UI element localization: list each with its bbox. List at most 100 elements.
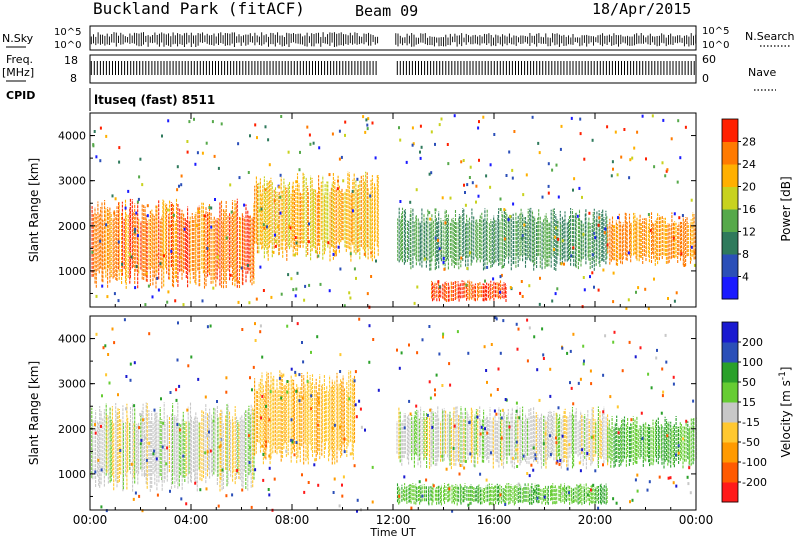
velocity-colorbar-label: 15 <box>742 396 756 409</box>
power-dot <box>363 252 366 256</box>
power-dot <box>366 292 369 296</box>
velocity-dot <box>602 373 605 377</box>
velocity-dot <box>145 458 148 462</box>
velocity-dot <box>209 324 212 328</box>
velocity-dot <box>360 425 363 429</box>
velocity-dot <box>592 483 595 487</box>
power-dot <box>588 211 591 215</box>
velocity-dot <box>480 425 483 429</box>
power-dot <box>273 199 276 203</box>
velocity-dot <box>342 475 345 479</box>
velocity-dot <box>438 352 441 356</box>
velocity-dot <box>688 464 691 468</box>
velocity-dot <box>586 493 589 497</box>
velocity-dot <box>217 504 220 508</box>
velocity-dot <box>134 491 137 495</box>
power-dot <box>129 252 131 256</box>
velocity-dot <box>515 401 518 405</box>
cpid-label: CPID <box>6 89 35 102</box>
nsearch-tick-bottom: 10^0 <box>702 40 729 51</box>
power-dot <box>328 173 331 177</box>
velocity-dot <box>212 419 215 423</box>
power-dot <box>210 225 213 229</box>
velocity-dot <box>225 390 228 394</box>
velocity-dot <box>568 491 570 495</box>
velocity-dot <box>490 393 492 397</box>
power-dot <box>525 173 528 177</box>
power-dot <box>315 250 318 254</box>
power-dot <box>503 237 506 241</box>
power-dot <box>509 286 512 289</box>
power-dot <box>521 234 524 238</box>
velocity-dot <box>629 500 631 504</box>
velocity-dot <box>339 370 342 373</box>
velocity-dot <box>265 404 267 408</box>
velocity-colorbar-label: 100 <box>742 356 763 369</box>
power-dot <box>240 266 243 270</box>
power-dot <box>260 207 263 211</box>
velocity-dot <box>261 444 264 448</box>
velocity-dot <box>549 453 552 456</box>
power-dot <box>512 202 515 206</box>
power-dot <box>430 130 433 134</box>
power-dot <box>413 301 416 305</box>
power-dot <box>676 180 679 184</box>
power-dot <box>693 251 696 255</box>
velocity-dot <box>94 423 96 427</box>
power-dot <box>399 200 402 203</box>
power-dot <box>681 214 684 217</box>
power-dot <box>430 171 433 175</box>
power-dot <box>146 204 149 208</box>
power-dot <box>680 252 683 256</box>
power-dot <box>167 290 170 294</box>
nsky-tick-top: 10^5 <box>54 27 81 38</box>
power-dot <box>167 119 170 123</box>
velocity-dot <box>343 437 346 441</box>
power-dot <box>259 265 262 269</box>
velocity-dot <box>138 426 141 430</box>
velocity-dot <box>634 478 637 482</box>
power-region-1 <box>254 171 379 262</box>
velocity-colorbar-swatch <box>722 422 738 443</box>
velocity-dot <box>660 411 663 415</box>
power-colorbar-swatch <box>722 186 738 210</box>
power-dot <box>136 200 139 204</box>
velocity-colorbar-swatch <box>722 382 738 403</box>
freq-trace <box>90 61 695 75</box>
velocity-region-0 <box>89 402 255 492</box>
power-dot <box>356 177 359 181</box>
velocity-dot <box>295 441 298 444</box>
velocity-colorbar-label: -100 <box>742 456 767 469</box>
power-colorbar-label: 28 <box>742 136 756 149</box>
velocity-dot <box>451 509 454 513</box>
power-dot <box>447 162 450 166</box>
velocity-dot <box>658 475 661 479</box>
velocity-dot <box>410 506 413 510</box>
power-dot <box>466 266 469 270</box>
power-dot <box>264 125 267 129</box>
velocity-dot <box>557 406 560 410</box>
velocity-dot <box>241 488 244 492</box>
velocity-dot <box>572 402 575 406</box>
power-dot <box>693 263 696 267</box>
freq-panel <box>89 54 697 84</box>
power-region-3 <box>431 279 507 302</box>
velocity-dot <box>108 381 111 385</box>
velocity-dot <box>429 396 432 400</box>
velocity-dot <box>249 376 251 380</box>
velocity-dot <box>206 450 209 454</box>
power-dot <box>279 173 282 177</box>
power-dot <box>238 176 241 180</box>
velocity-region-1 <box>254 370 356 465</box>
velocity-dot <box>358 317 361 321</box>
velocity-dot <box>396 348 398 352</box>
velocity-dot <box>348 397 351 401</box>
velocity-colorbar-swatch <box>722 442 738 463</box>
velocity-dot <box>430 440 433 444</box>
velocity-dot <box>94 470 97 474</box>
velocity-dot <box>343 450 346 454</box>
nave-tick-top: 60 <box>702 53 716 66</box>
velocity-dot <box>602 463 604 467</box>
velocity-dot <box>333 423 336 427</box>
velocity-dot <box>641 437 644 440</box>
